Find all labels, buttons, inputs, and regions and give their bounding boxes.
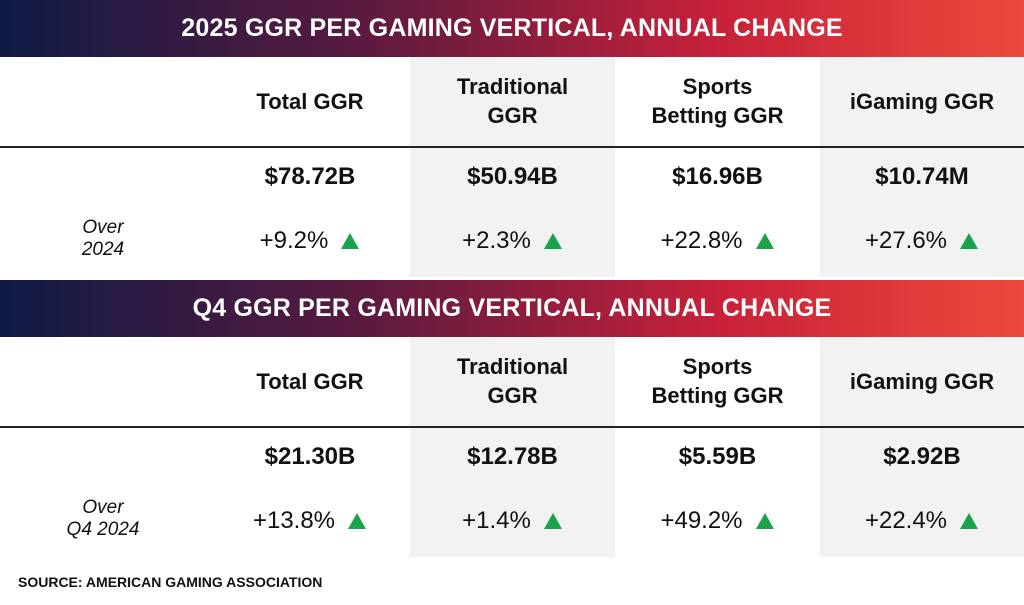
change-text: +22.4% xyxy=(864,507,948,534)
section-title: Q4 GGR PER GAMING VERTICAL, ANNUAL CHANG… xyxy=(192,294,832,322)
annual-change: +27.6% xyxy=(820,226,1024,256)
up-arrow-shape xyxy=(341,233,360,249)
column-header-text: Total GGR xyxy=(256,88,364,114)
change-text: +2.3% xyxy=(462,227,531,254)
column-header: iGaming GGR xyxy=(820,337,1024,427)
column-header-text: Sports Betting GGR xyxy=(651,354,784,408)
column-header: Total GGR xyxy=(210,337,410,427)
up-arrow xyxy=(755,513,774,529)
change-text: +13.8% xyxy=(252,507,336,534)
column-header: iGaming GGR xyxy=(820,57,1024,147)
up-arrow-shape xyxy=(543,513,562,529)
column-shade xyxy=(410,337,615,557)
up-arrow xyxy=(543,513,562,529)
column-header: Sports Betting GGR xyxy=(615,337,820,427)
section-banner: 2025 GGR PER GAMING VERTICAL, ANNUAL CHA… xyxy=(0,0,1024,57)
annual-change: +22.4% xyxy=(820,506,1024,536)
section-banner: Q4 GGR PER GAMING VERTICAL, ANNUAL CHANG… xyxy=(0,280,1024,337)
header-rule xyxy=(0,146,1024,148)
ggr-value: $78.72B xyxy=(264,163,356,190)
column-header-text: Total GGR xyxy=(256,368,364,394)
annual-change: +1.4% xyxy=(410,506,615,536)
row-label: Over Q4 2024 xyxy=(48,497,158,541)
source-note: SOURCE: AMERICAN GAMING ASSOCIATION xyxy=(18,574,323,590)
change-text: +27.6% xyxy=(864,227,948,254)
row-label: Over 2024 xyxy=(48,217,158,261)
column-header-text: Traditional GGR xyxy=(456,354,569,408)
column-header-text: iGaming GGR xyxy=(849,368,995,394)
annual-change: +9.2% xyxy=(210,226,410,256)
up-arrow-shape xyxy=(960,513,979,529)
up-arrow-shape xyxy=(543,233,562,249)
annual-change: +49.2% xyxy=(615,506,820,536)
ggr-value: $12.78B xyxy=(467,443,558,470)
ggr-value: $21.30B xyxy=(264,443,356,470)
ggr-value: $16.96B xyxy=(672,163,763,190)
column-header: Sports Betting GGR xyxy=(615,57,820,147)
column-header-text: Sports Betting GGR xyxy=(651,74,784,128)
up-arrow-shape xyxy=(348,513,367,529)
ggr-value: $5.59B xyxy=(678,443,757,470)
header-rule xyxy=(0,426,1024,428)
annual-change: +2.3% xyxy=(410,226,615,256)
column-header-text: Traditional GGR xyxy=(456,74,569,128)
up-arrow xyxy=(543,233,562,249)
ggr-value: $50.94B xyxy=(467,163,558,190)
column-header-text: iGaming GGR xyxy=(849,88,995,114)
ggr-value: $2.92B xyxy=(883,443,961,470)
ggr-value: $10.74M xyxy=(875,163,969,190)
up-arrow xyxy=(341,233,360,249)
section-title: 2025 GGR PER GAMING VERTICAL, ANNUAL CHA… xyxy=(181,14,843,42)
annual-change: +22.8% xyxy=(615,226,820,256)
column-header: Traditional GGR xyxy=(410,57,615,147)
change-text: +9.2% xyxy=(259,227,329,254)
column-shade xyxy=(820,57,1024,277)
column-header: Total GGR xyxy=(210,57,410,147)
column-shade xyxy=(410,57,615,277)
column-shade xyxy=(820,337,1024,557)
change-text: +1.4% xyxy=(462,507,531,534)
up-arrow-shape xyxy=(755,513,774,529)
row-label-line: Over xyxy=(82,217,124,238)
annual-change: +13.8% xyxy=(210,506,410,536)
up-arrow-shape xyxy=(960,233,979,249)
column-header: Traditional GGR xyxy=(410,337,615,427)
up-arrow xyxy=(960,513,979,529)
row-label-line: 2024 xyxy=(81,238,125,260)
change-text: +49.2% xyxy=(660,507,743,534)
change-text: +22.8% xyxy=(660,227,743,254)
row-label-line: Over xyxy=(82,497,124,518)
up-arrow xyxy=(755,233,774,249)
up-arrow xyxy=(960,233,979,249)
row-label-line: Q4 2024 xyxy=(66,518,140,540)
up-arrow xyxy=(348,513,367,529)
up-arrow-shape xyxy=(755,233,774,249)
